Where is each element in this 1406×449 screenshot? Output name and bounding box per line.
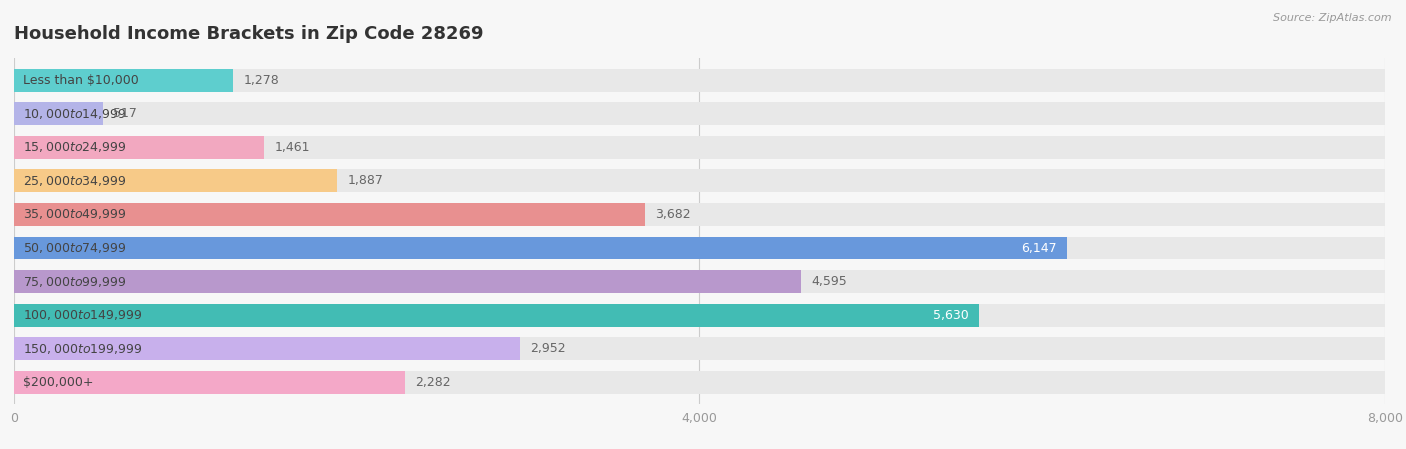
Bar	[14, 371, 1385, 394]
Text: $35,000 to $49,999: $35,000 to $49,999	[22, 207, 127, 221]
Text: Less than $10,000: Less than $10,000	[22, 74, 138, 87]
Bar	[14, 102, 1385, 125]
Bar	[14, 136, 1385, 159]
Text: Household Income Brackets in Zip Code 28269: Household Income Brackets in Zip Code 28…	[14, 25, 484, 43]
Bar	[14, 69, 1385, 92]
Text: Source: ZipAtlas.com: Source: ZipAtlas.com	[1274, 13, 1392, 23]
Text: 6,147: 6,147	[1022, 242, 1057, 255]
Bar	[14, 337, 520, 360]
Text: 1,461: 1,461	[274, 141, 311, 154]
Text: $75,000 to $99,999: $75,000 to $99,999	[22, 275, 127, 289]
Bar	[14, 337, 1385, 360]
Bar	[14, 203, 1385, 226]
Bar	[14, 102, 103, 125]
Bar	[14, 136, 264, 159]
Text: 2,952: 2,952	[530, 342, 565, 355]
Text: $50,000 to $74,999: $50,000 to $74,999	[22, 241, 127, 255]
Text: $200,000+: $200,000+	[22, 376, 93, 389]
Bar	[14, 371, 405, 394]
Bar	[14, 270, 801, 293]
Bar	[14, 270, 1385, 293]
Text: 5,630: 5,630	[932, 308, 969, 321]
Bar	[14, 304, 979, 326]
Bar	[14, 237, 1067, 260]
Text: 2,282: 2,282	[415, 376, 451, 389]
Text: 1,278: 1,278	[243, 74, 278, 87]
Text: $100,000 to $149,999: $100,000 to $149,999	[22, 308, 142, 322]
Bar	[14, 69, 233, 92]
Bar	[14, 203, 645, 226]
Text: $25,000 to $34,999: $25,000 to $34,999	[22, 174, 127, 188]
Text: $150,000 to $199,999: $150,000 to $199,999	[22, 342, 142, 356]
Text: 517: 517	[112, 107, 136, 120]
Bar	[14, 169, 337, 192]
Bar	[14, 237, 1385, 260]
Text: 4,595: 4,595	[811, 275, 848, 288]
Text: $10,000 to $14,999: $10,000 to $14,999	[22, 107, 127, 121]
Bar	[14, 304, 1385, 326]
Text: $15,000 to $24,999: $15,000 to $24,999	[22, 141, 127, 154]
Bar	[14, 169, 1385, 192]
Text: 3,682: 3,682	[655, 208, 690, 221]
Text: 1,887: 1,887	[347, 174, 384, 187]
